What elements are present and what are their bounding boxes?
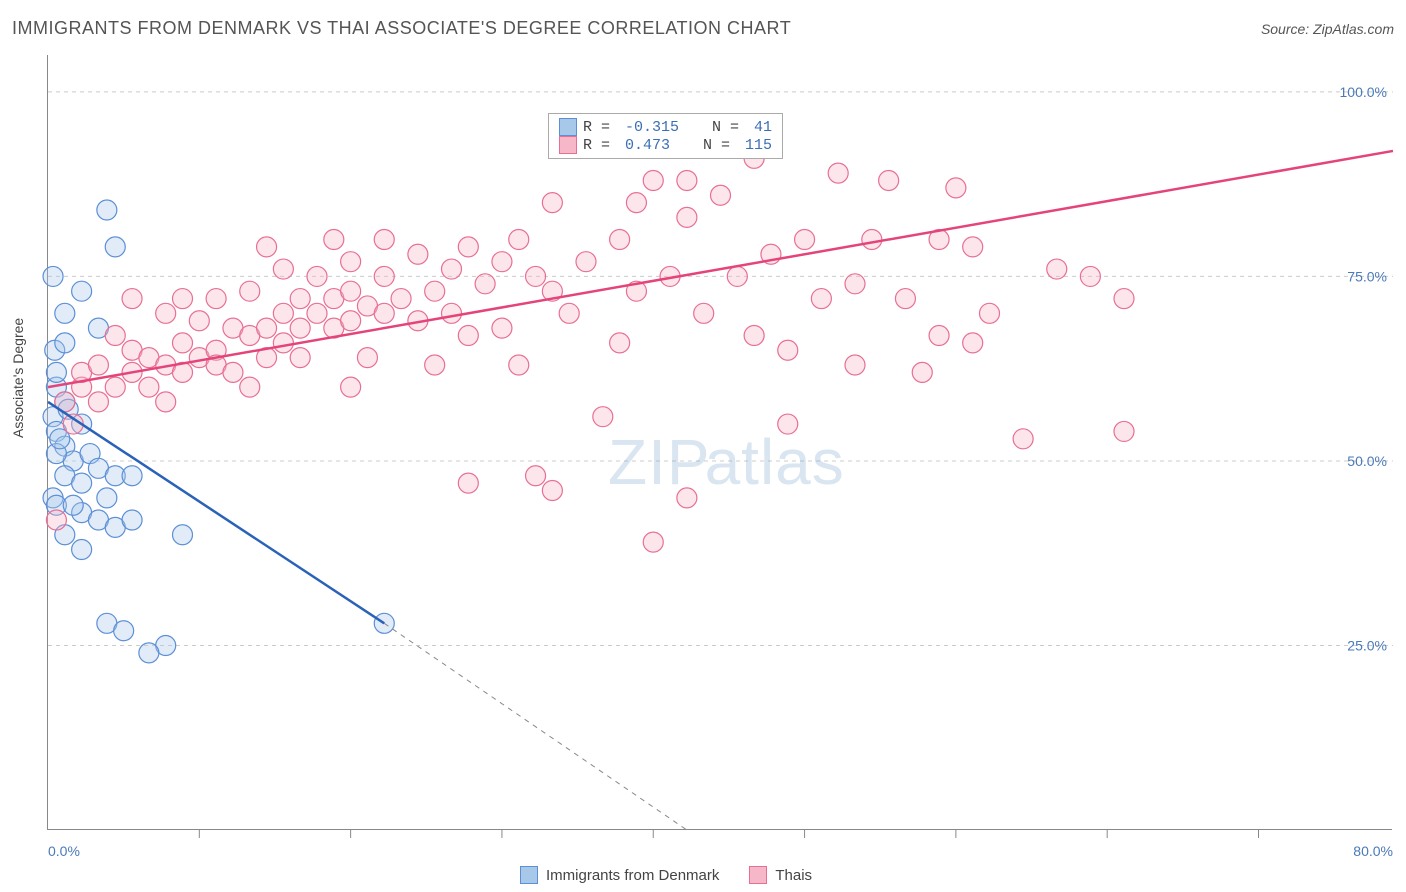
svg-text:100.0%: 100.0% — [1340, 84, 1387, 100]
legend-row-thais: R = 0.473 N = 115 — [559, 136, 772, 154]
legend-row-denmark: R = -0.315 N = 41 — [559, 118, 772, 136]
svg-text:0.0%: 0.0% — [48, 843, 80, 859]
legend-item-denmark: Immigrants from Denmark — [520, 866, 719, 884]
n-label: N = — [676, 137, 739, 154]
svg-text:25.0%: 25.0% — [1347, 637, 1387, 653]
r-label: R = — [583, 137, 619, 154]
legend-label-denmark: Immigrants from Denmark — [546, 867, 719, 884]
title-bar: IMMIGRANTS FROM DENMARK VS THAI ASSOCIAT… — [12, 18, 1394, 39]
svg-text:75.0%: 75.0% — [1347, 268, 1387, 284]
swatch-thais-icon — [749, 866, 767, 884]
n-value-denmark: 41 — [754, 119, 772, 136]
swatch-thais — [559, 136, 577, 154]
swatch-denmark-icon — [520, 866, 538, 884]
svg-text:80.0%: 80.0% — [1353, 843, 1393, 859]
chart-title: IMMIGRANTS FROM DENMARK VS THAI ASSOCIAT… — [12, 18, 791, 39]
swatch-denmark — [559, 118, 577, 136]
svg-text:50.0%: 50.0% — [1347, 453, 1387, 469]
plot-area: 25.0%50.0%75.0%100.0%0.0%80.0% ZIPatlas … — [47, 55, 1392, 830]
n-value-thais: 115 — [745, 137, 772, 154]
y-axis-title: Associate's Degree — [10, 318, 26, 438]
legend-item-thais: Thais — [749, 866, 812, 884]
r-value-denmark: -0.315 — [625, 119, 679, 136]
r-value-thais: 0.473 — [625, 137, 670, 154]
r-label: R = — [583, 119, 619, 136]
correlation-legend: R = -0.315 N = 41 R = 0.473 N = 115 — [548, 113, 783, 159]
n-label: N = — [685, 119, 748, 136]
source-attribution: Source: ZipAtlas.com — [1261, 21, 1394, 37]
scatter-svg: 25.0%50.0%75.0%100.0%0.0%80.0% — [48, 55, 1392, 829]
legend-label-thais: Thais — [775, 867, 812, 884]
series-legend: Immigrants from Denmark Thais — [520, 866, 812, 884]
